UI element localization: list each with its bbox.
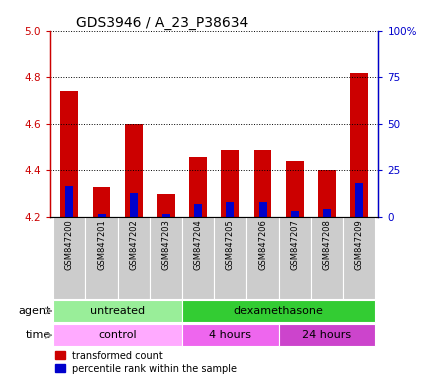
Text: control: control [98, 330, 137, 340]
FancyBboxPatch shape [246, 217, 278, 299]
Text: 24 hours: 24 hours [302, 330, 351, 340]
Bar [92, 187, 110, 217]
Bar [226, 202, 234, 217]
Text: agent: agent [18, 306, 50, 316]
Text: time: time [25, 330, 50, 340]
Bar [285, 161, 303, 217]
Text: GSM847208: GSM847208 [322, 220, 331, 270]
Bar [194, 204, 202, 217]
Bar [129, 193, 138, 217]
Text: untreated: untreated [90, 306, 145, 316]
Text: GSM847206: GSM847206 [257, 220, 266, 270]
Text: 4 hours: 4 hours [209, 330, 251, 340]
Text: GSM847202: GSM847202 [129, 220, 138, 270]
FancyBboxPatch shape [53, 300, 181, 322]
Text: GSM847200: GSM847200 [65, 220, 74, 270]
Bar [221, 149, 239, 217]
Bar [65, 185, 73, 217]
Bar [157, 194, 174, 217]
Legend: transformed count, percentile rank within the sample: transformed count, percentile rank withi… [55, 351, 237, 374]
Bar [354, 183, 362, 217]
Text: GSM847201: GSM847201 [97, 220, 106, 270]
Bar [290, 211, 298, 217]
Bar [349, 73, 367, 217]
Bar [125, 124, 142, 217]
Bar [97, 214, 105, 217]
FancyBboxPatch shape [278, 217, 310, 299]
FancyBboxPatch shape [117, 217, 149, 299]
Text: GSM847207: GSM847207 [289, 220, 299, 270]
Bar [317, 170, 335, 217]
FancyBboxPatch shape [53, 217, 85, 299]
FancyBboxPatch shape [181, 300, 375, 322]
FancyBboxPatch shape [181, 217, 214, 299]
Bar [253, 149, 271, 217]
FancyBboxPatch shape [278, 324, 375, 346]
FancyBboxPatch shape [181, 324, 278, 346]
Text: GSM847205: GSM847205 [225, 220, 234, 270]
Text: GSM847204: GSM847204 [193, 220, 202, 270]
FancyBboxPatch shape [53, 324, 181, 346]
FancyBboxPatch shape [149, 217, 181, 299]
Bar [322, 209, 330, 217]
Text: dexamethasone: dexamethasone [233, 306, 323, 316]
Bar [189, 157, 207, 217]
Bar [161, 214, 170, 217]
FancyBboxPatch shape [310, 217, 342, 299]
Text: GSM847209: GSM847209 [354, 220, 363, 270]
Bar [60, 91, 78, 217]
FancyBboxPatch shape [214, 217, 246, 299]
FancyBboxPatch shape [85, 217, 117, 299]
Text: GDS3946 / A_23_P38634: GDS3946 / A_23_P38634 [76, 16, 248, 30]
Bar [258, 202, 266, 217]
FancyBboxPatch shape [342, 217, 375, 299]
Text: GSM847203: GSM847203 [161, 220, 170, 270]
